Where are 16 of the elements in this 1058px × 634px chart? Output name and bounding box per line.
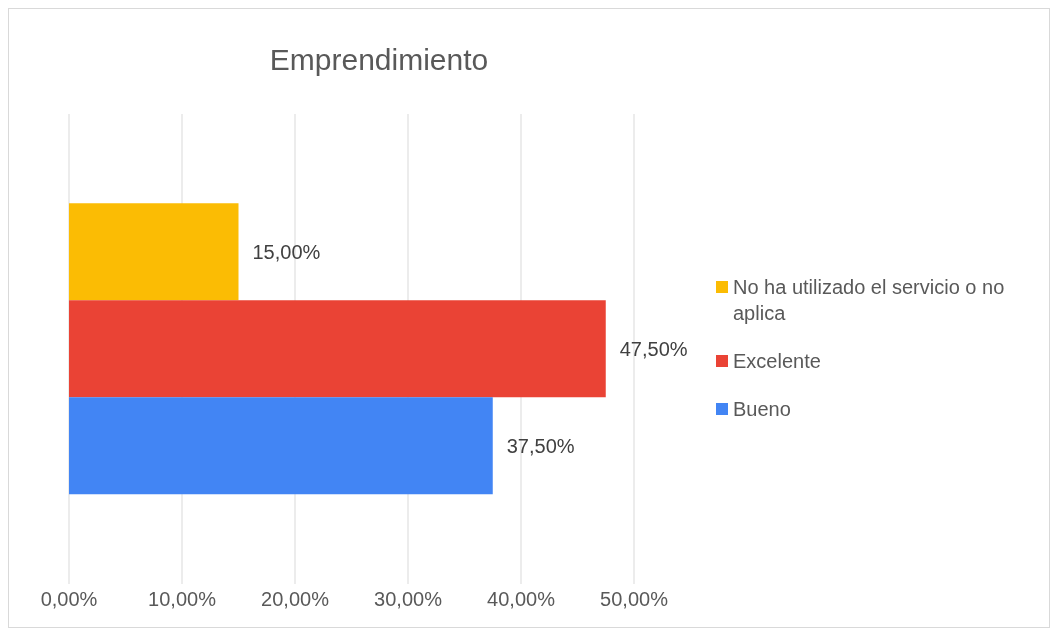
bar	[69, 397, 493, 495]
x-tick-label: 10,00%	[148, 588, 217, 611]
data-label: 15,00%	[252, 240, 321, 263]
x-tick-label: 30,00%	[374, 588, 443, 611]
bar	[69, 203, 239, 301]
chart-title: Emprendimiento	[268, 43, 490, 77]
x-tick-label: 20,00%	[261, 588, 330, 611]
legend-label: Excelente	[733, 349, 821, 374]
legend-label: No ha utilizado el servicio o no aplica	[733, 275, 1006, 326]
x-tick-label: 40,00%	[487, 588, 556, 611]
data-label: 37,50%	[506, 434, 575, 457]
legend-label: Bueno	[733, 397, 791, 422]
x-tick-label: 0,00%	[40, 588, 98, 611]
bar	[69, 300, 606, 398]
x-tick-label: 50,00%	[600, 588, 669, 611]
data-label: 47,50%	[619, 337, 688, 360]
